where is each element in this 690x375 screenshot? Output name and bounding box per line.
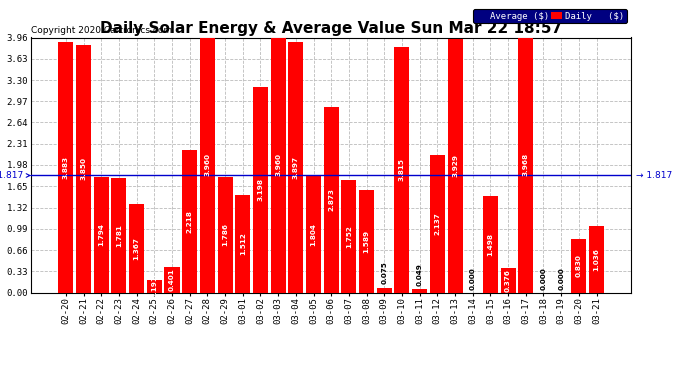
Text: 1.781: 1.781 bbox=[116, 224, 122, 247]
Text: 1.498: 1.498 bbox=[487, 233, 493, 256]
Text: 2.873: 2.873 bbox=[328, 189, 334, 211]
Text: 0.830: 0.830 bbox=[576, 254, 582, 277]
Text: 2.137: 2.137 bbox=[434, 212, 440, 235]
Text: 3.968: 3.968 bbox=[523, 153, 529, 176]
Bar bbox=[395, 47, 409, 292]
Text: 1.752: 1.752 bbox=[346, 225, 352, 248]
Text: 0.000: 0.000 bbox=[558, 267, 564, 290]
Bar bbox=[253, 87, 268, 292]
Text: 3.929: 3.929 bbox=[452, 154, 458, 177]
Text: Copyright 2020 Cartronics.com: Copyright 2020 Cartronics.com bbox=[31, 26, 172, 35]
Text: 0.000: 0.000 bbox=[470, 267, 475, 290]
Bar bbox=[377, 288, 392, 292]
Bar bbox=[59, 42, 73, 292]
Bar bbox=[430, 155, 445, 292]
Text: 1.786: 1.786 bbox=[222, 224, 228, 246]
Text: 3.815: 3.815 bbox=[399, 158, 405, 181]
Text: 1.036: 1.036 bbox=[593, 248, 600, 271]
Bar bbox=[448, 39, 462, 292]
Bar bbox=[76, 45, 91, 292]
Text: 3.897: 3.897 bbox=[293, 156, 299, 178]
Legend: Average ($), Daily   ($): Average ($), Daily ($) bbox=[473, 9, 627, 23]
Bar bbox=[359, 190, 374, 292]
Bar bbox=[589, 226, 604, 292]
Text: 3.960: 3.960 bbox=[275, 153, 281, 177]
Bar bbox=[182, 150, 197, 292]
Bar bbox=[200, 38, 215, 292]
Text: 1.794: 1.794 bbox=[98, 223, 104, 246]
Bar bbox=[288, 42, 304, 292]
Bar bbox=[235, 195, 250, 292]
Text: 1.367: 1.367 bbox=[134, 237, 139, 260]
Bar bbox=[164, 267, 179, 292]
Bar bbox=[412, 290, 427, 292]
Bar bbox=[129, 204, 144, 292]
Text: 0.049: 0.049 bbox=[417, 263, 423, 286]
Bar bbox=[483, 196, 498, 292]
Text: 3.850: 3.850 bbox=[81, 157, 86, 180]
Text: 3.960: 3.960 bbox=[204, 153, 210, 177]
Bar bbox=[571, 239, 586, 292]
Text: 1.589: 1.589 bbox=[364, 230, 370, 253]
Bar bbox=[217, 177, 233, 292]
Text: 0.376: 0.376 bbox=[505, 269, 511, 292]
Bar bbox=[94, 177, 109, 292]
Text: •1.817: •1.817 bbox=[0, 171, 30, 180]
Bar bbox=[324, 108, 339, 292]
Text: 0.401: 0.401 bbox=[169, 268, 175, 291]
Text: → 1.817: → 1.817 bbox=[635, 171, 672, 180]
Bar bbox=[342, 180, 357, 292]
Bar bbox=[306, 176, 321, 292]
Text: 0.000: 0.000 bbox=[540, 267, 546, 290]
Bar bbox=[518, 37, 533, 292]
Text: 0.075: 0.075 bbox=[382, 262, 387, 285]
Title: Daily Solar Energy & Average Value Sun Mar 22 18:57: Daily Solar Energy & Average Value Sun M… bbox=[100, 21, 562, 36]
Text: 0.191: 0.191 bbox=[151, 275, 157, 298]
Bar bbox=[147, 280, 162, 292]
Text: 2.218: 2.218 bbox=[187, 210, 193, 232]
Text: 3.883: 3.883 bbox=[63, 156, 69, 179]
Text: 1.804: 1.804 bbox=[310, 223, 317, 246]
Bar bbox=[270, 38, 286, 292]
Bar bbox=[500, 268, 515, 292]
Bar bbox=[111, 178, 126, 292]
Text: 3.198: 3.198 bbox=[257, 178, 264, 201]
Text: 1.512: 1.512 bbox=[239, 232, 246, 255]
